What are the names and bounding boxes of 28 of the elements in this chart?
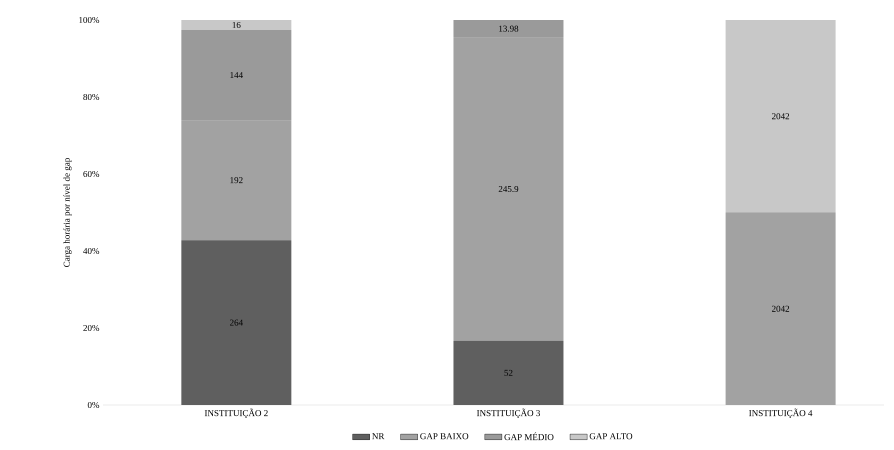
annotation: 192 [230,177,243,184]
y-tick-label: 100% [79,16,100,24]
x-tick-label: INSTITUIÇÃO 2 [204,408,268,418]
y-axis-title: Carga horária por nível de gap [63,158,72,267]
bar [181,20,292,30]
bar [181,240,292,405]
y-tick-label: 60% [83,170,100,178]
bar [726,20,836,212]
y-tick-label: 80% [83,94,100,100]
annotation: 13.98 [499,26,518,32]
bar [726,212,836,405]
annotation: 264 [230,320,243,326]
legend-label: GAP BAIXO [420,433,468,440]
annotation: 16 [232,22,241,28]
legend-label: GAP MÉDIO [504,432,554,440]
bar [453,340,564,405]
annotation: 2042 [772,113,790,120]
y-tick-label: 0% [88,402,100,408]
legend-label: NR [372,433,384,440]
y-tick-label: 20% [83,324,100,332]
annotation: 2042 [772,306,790,312]
annotation: 144 [230,72,243,78]
annotation: 52 [504,370,512,376]
x-tick-label: INSTITUIÇÃO 3 [476,408,540,418]
y-tick-label: 40% [83,248,100,254]
legend-label: GAP ALTO [590,433,632,440]
annotation: 245.9 [498,186,518,192]
x-tick-label: INSTITUIÇÃO 4 [749,408,812,418]
